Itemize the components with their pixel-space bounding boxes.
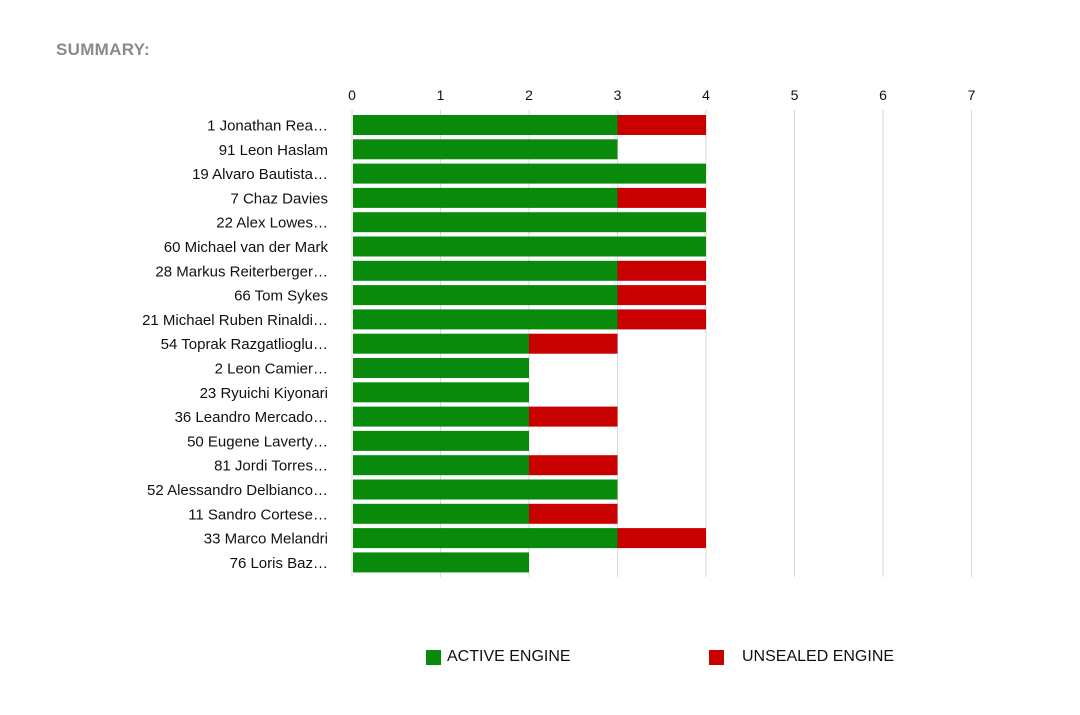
engine-summary-chart: 0 1 2 3 4 5 6 7 1 Jonathan Rea… 91 Leon Haslam 19 … [142,87,976,577]
bar-active-engine [353,430,529,451]
legend-item-unsealed: UNSEALED ENGINE [709,648,894,666]
legend-swatch-active [426,649,441,665]
category-label: 60 Michael van der Mark [164,239,329,256]
bar-active-engine [353,260,618,281]
x-tick-label: 7 [968,87,976,103]
summary-title: SUMMARY: [56,40,150,59]
bar-active-engine [353,115,618,135]
bar-active-engine [353,479,618,500]
category-label: 54 Toprak Razgatlioglu… [161,336,328,353]
bar-unsealed-engine [617,115,706,135]
bar-active-engine [353,309,618,330]
bar-active-engine [353,382,529,403]
x-tick-label: 2 [525,87,533,103]
bar-active-engine [353,503,529,524]
legend-label-active: ACTIVE ENGINE [447,648,571,665]
x-tick-label: 4 [702,87,710,103]
x-tick-label: 0 [348,87,356,103]
category-label: 1 Jonathan Rea… [207,118,328,135]
x-tick-label: 5 [791,87,799,103]
x-tick-label: 3 [614,87,622,103]
bar-active-engine [353,552,529,573]
category-label: 33 Marco Melandri [204,531,328,548]
category-label: 81 Jordi Torres… [214,458,328,475]
category-label: 76 Loris Baz… [230,555,328,572]
bar-active-engine [353,406,529,427]
category-label: 2 Leon Camier… [215,361,328,378]
legend-label-unsealed: UNSEALED ENGINE [742,648,895,665]
legend-swatch-unsealed [709,649,724,665]
bar-active-engine [353,528,618,549]
category-label: 22 Alex Lowes… [216,215,328,232]
bar-active-engine [353,139,618,160]
category-label: 50 Eugene Laverty… [187,433,328,450]
bar-unsealed-engine [617,309,706,330]
bar-unsealed-engine [617,260,706,281]
bar-unsealed-engine [529,333,618,354]
category-label: 52 Alessandro Delbianco… [147,482,328,499]
category-label: 28 Markus Reiterberger… [155,263,328,280]
bar-active-engine [353,163,706,184]
bar-active-engine [353,285,618,306]
x-tick-label: 6 [879,87,887,103]
legend-item-active: ACTIVE ENGINE [426,648,571,666]
category-label: 19 Alvaro Bautista… [192,166,328,183]
bar-unsealed-engine [529,455,618,476]
category-label: 21 Michael Ruben Rinaldi… [142,312,328,329]
category-label: 66 Tom Sykes [234,288,328,305]
bar-active-engine [353,455,529,476]
bar-unsealed-engine [529,406,618,427]
category-label: 7 Chaz Davies [230,190,328,207]
bar-active-engine [353,212,706,233]
category-label: 23 Ryuichi Kiyonari [200,385,328,402]
category-label: 36 Leandro Mercado… [175,409,328,426]
bar-unsealed-engine [617,285,706,306]
bar-active-engine [353,187,618,208]
bar-active-engine [353,236,706,257]
bar-active-engine [353,358,529,378]
bar-unsealed-engine [617,528,706,549]
bar-unsealed-engine [529,503,618,524]
category-label: 11 Sandro Cortese… [188,506,328,523]
bar-active-engine [353,333,529,354]
bar-unsealed-engine [617,187,706,208]
category-label: 91 Leon Haslam [219,142,328,159]
x-tick-label: 1 [437,87,445,103]
